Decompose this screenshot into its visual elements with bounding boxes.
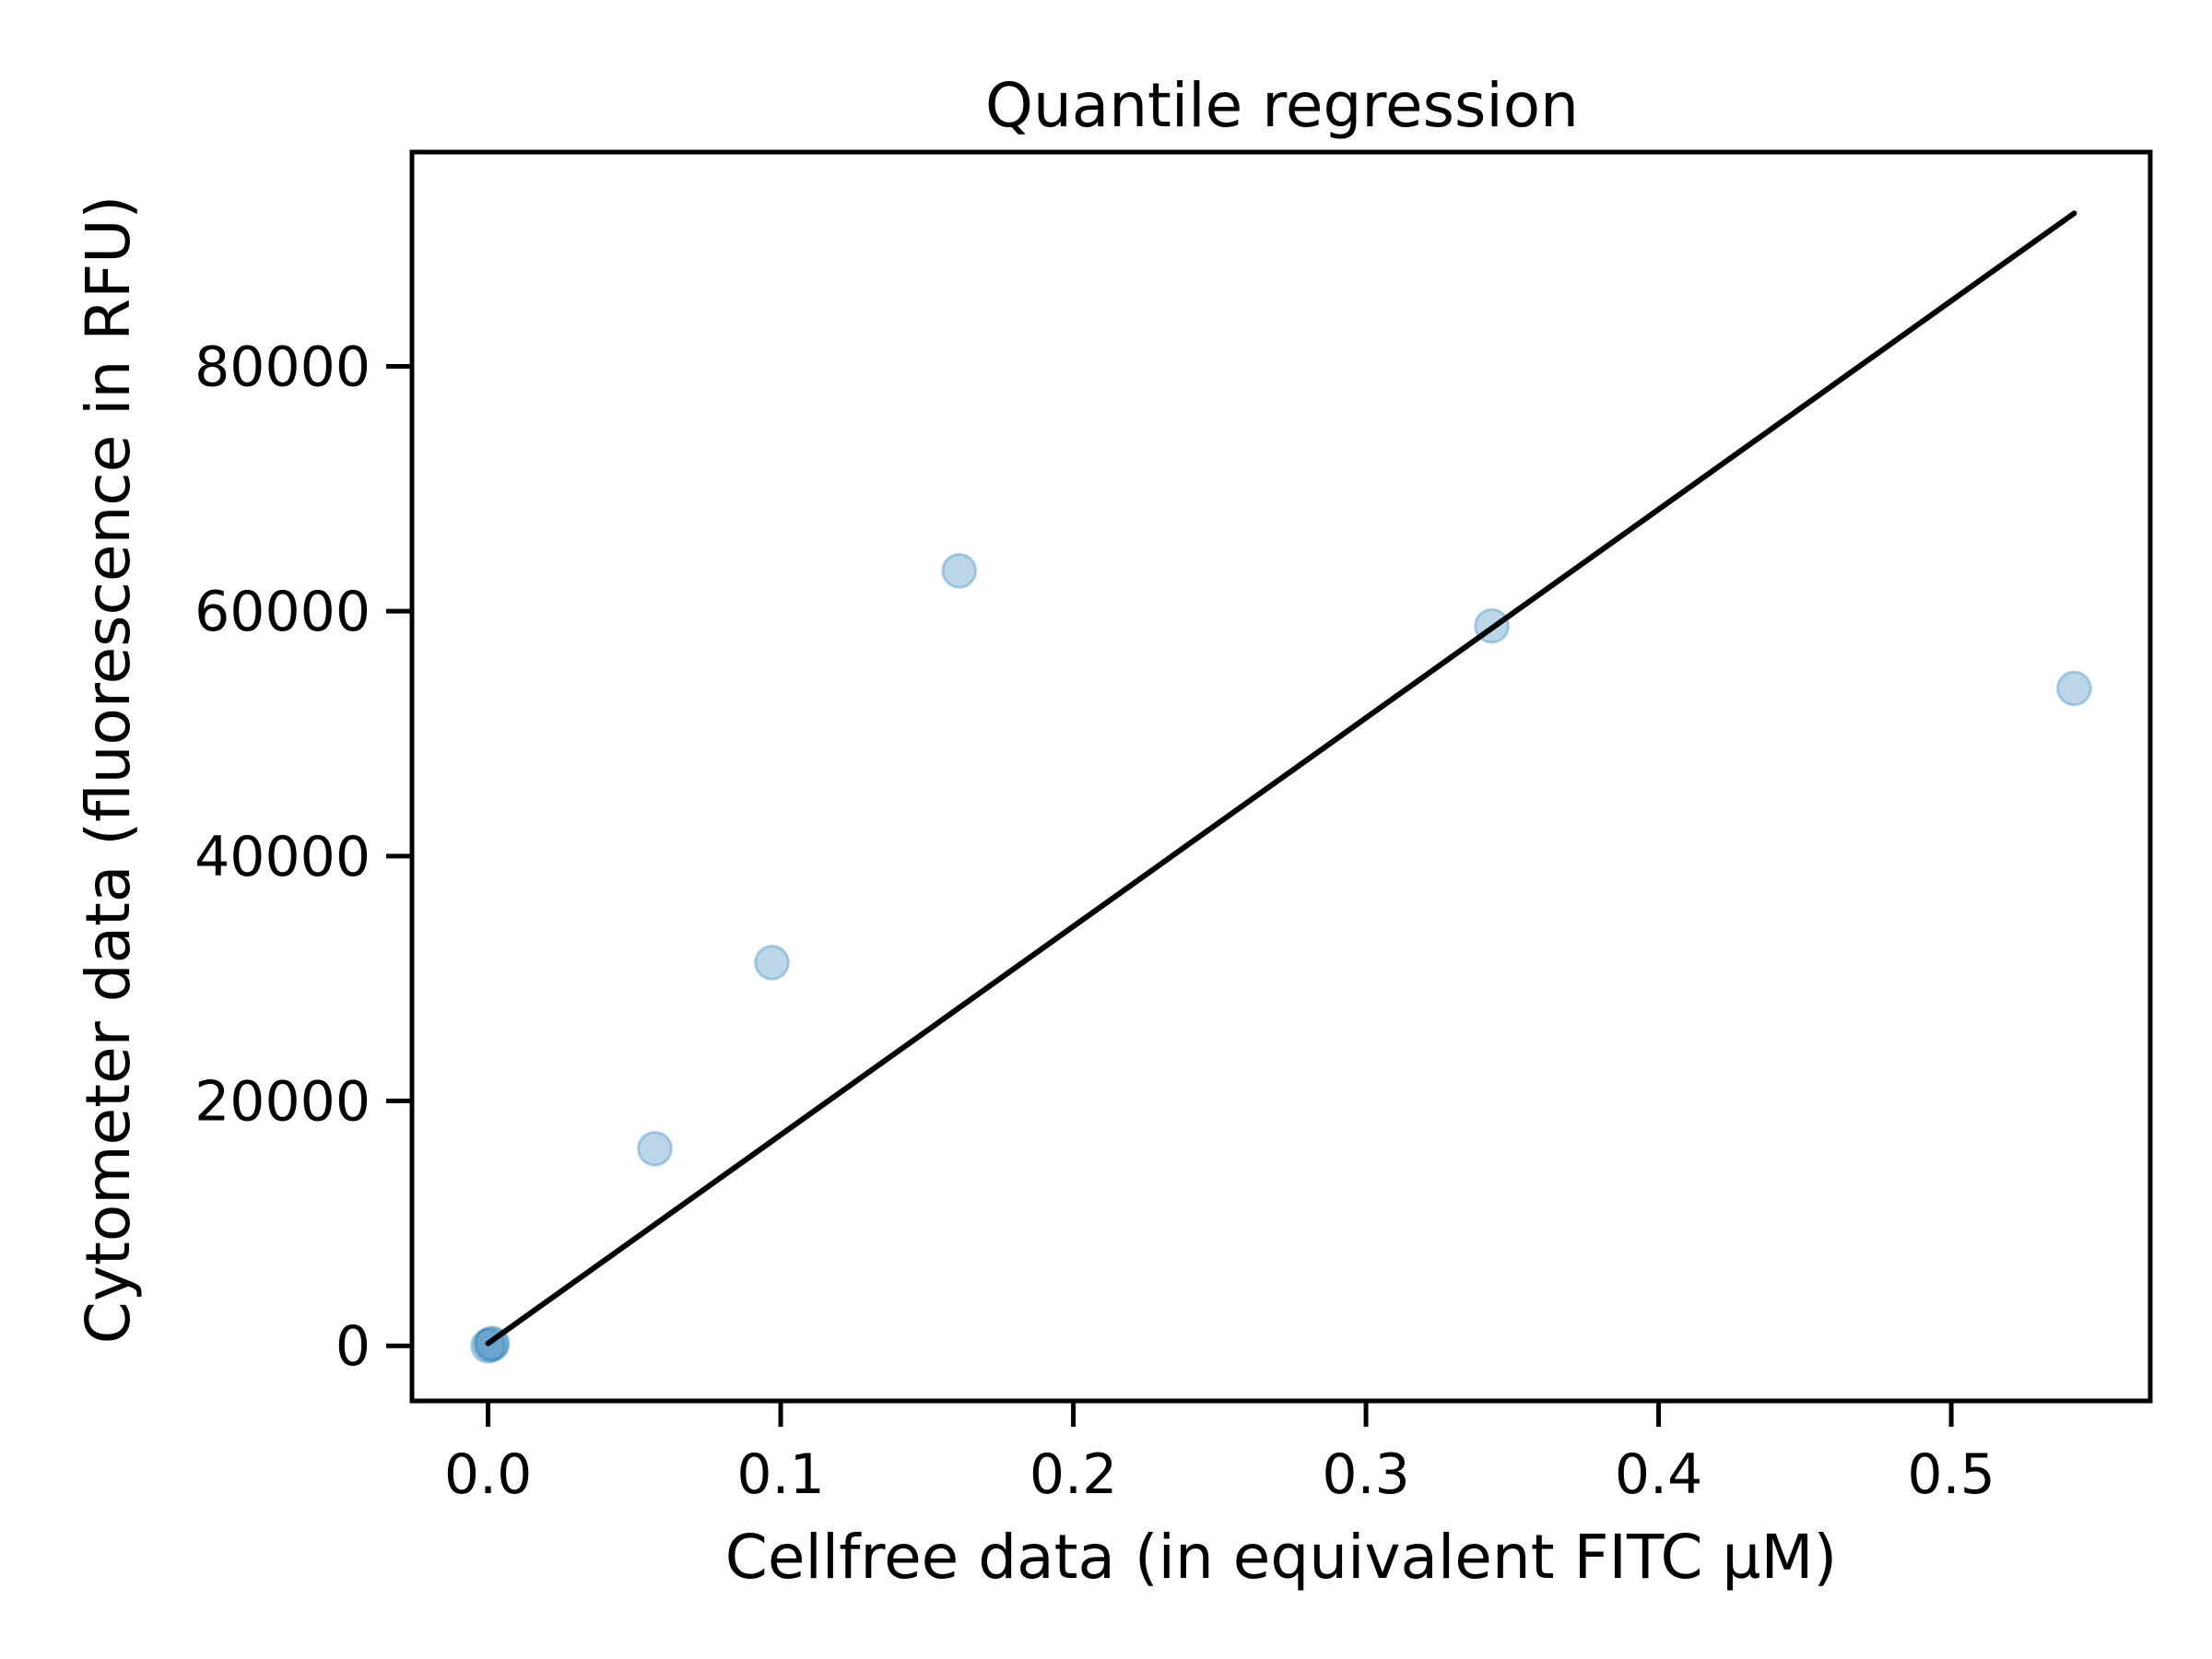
data-point xyxy=(637,1130,674,1167)
regression-line-layer xyxy=(485,210,2077,1347)
x-axis-ticks: 0.0 0.1 0.2 0.3 0.4 0.5 xyxy=(444,1401,1995,1507)
x-tick-label: 0.1 xyxy=(736,1442,824,1507)
data-point xyxy=(2055,670,2092,707)
y-tick-label: 40000 xyxy=(194,825,371,889)
x-tick-label: 0.4 xyxy=(1615,1442,1702,1507)
y-tick-label: 80000 xyxy=(194,335,371,399)
y-axis-label: Cytometer data (fluorescence in RFU) xyxy=(73,195,144,1344)
y-tick-label: 0 xyxy=(335,1314,371,1379)
scatter-points xyxy=(470,552,2092,1364)
x-tick-label: 0.2 xyxy=(1030,1442,1117,1507)
x-tick-label: 0.3 xyxy=(1322,1442,1409,1507)
x-tick-label: 0.5 xyxy=(1907,1442,1994,1507)
y-axis-ticks: 0 20000 40000 60000 80000 xyxy=(194,335,412,1379)
x-tick-label: 0.0 xyxy=(444,1442,532,1507)
chart-title: Quantile regression xyxy=(985,70,1579,141)
data-point xyxy=(941,552,978,589)
data-point xyxy=(754,944,791,981)
plot-area-frame xyxy=(409,149,2153,1404)
regression-line xyxy=(485,210,2077,1347)
y-tick-label: 20000 xyxy=(194,1070,371,1135)
x-axis-label: Cellfree data (in equivalent FITC µM) xyxy=(725,1522,1837,1593)
y-tick-label: 60000 xyxy=(194,580,371,644)
